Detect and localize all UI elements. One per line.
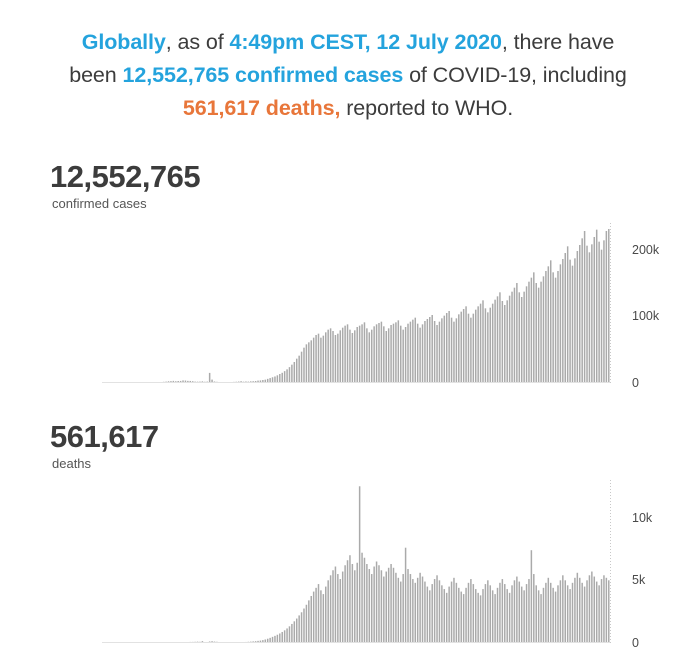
headline-sep-1: , as of: [165, 30, 230, 54]
y-tick-label: 200k: [632, 242, 660, 257]
headline-timestamp: 4:49pm CEST, 12 July 2020: [229, 30, 502, 54]
headline-scope: Globally: [81, 30, 166, 54]
headline-statement: Globally, as of 4:49pm CEST, 12 July 202…: [56, 0, 640, 125]
y-tick-label: 10k: [632, 510, 653, 525]
headline-sep-3: of COVID-19, including: [403, 63, 627, 87]
confirmed-cases-chart: 0 100k 200k: [102, 223, 659, 389]
deaths-bars: [102, 480, 610, 643]
confirmed-cases-bars: [102, 223, 610, 383]
confirmed-cases-y-axis: 0 100k 200k: [620, 223, 696, 389]
headline-deaths: 561,617 deaths,: [182, 96, 341, 120]
confirmed-cases-axis-line: [610, 223, 611, 383]
y-tick-label: 0: [632, 636, 639, 650]
headline-sep-4: reported to WHO.: [340, 96, 514, 120]
confirmed-cases-total: 12,552,765: [50, 159, 201, 194]
headline-sep-2: , there have been: [69, 30, 615, 87]
deaths-axis-line: [610, 480, 611, 643]
deaths-caption: deaths: [52, 456, 92, 471]
deaths-total: 561,617: [50, 419, 159, 454]
headline-confirmed-cases: 12,552,765 confirmed cases: [122, 63, 404, 87]
y-tick-label: 5k: [632, 573, 646, 588]
deaths-baseline: [102, 642, 610, 643]
y-tick-label: 100k: [632, 309, 660, 324]
deaths-chart: 0 5k 10k: [102, 480, 652, 649]
y-tick-label: 0: [632, 376, 639, 390]
confirmed-cases-baseline: [102, 382, 610, 383]
confirmed-cases-caption: confirmed cases: [52, 196, 147, 211]
deaths-y-axis: 0 5k 10k: [620, 480, 696, 649]
